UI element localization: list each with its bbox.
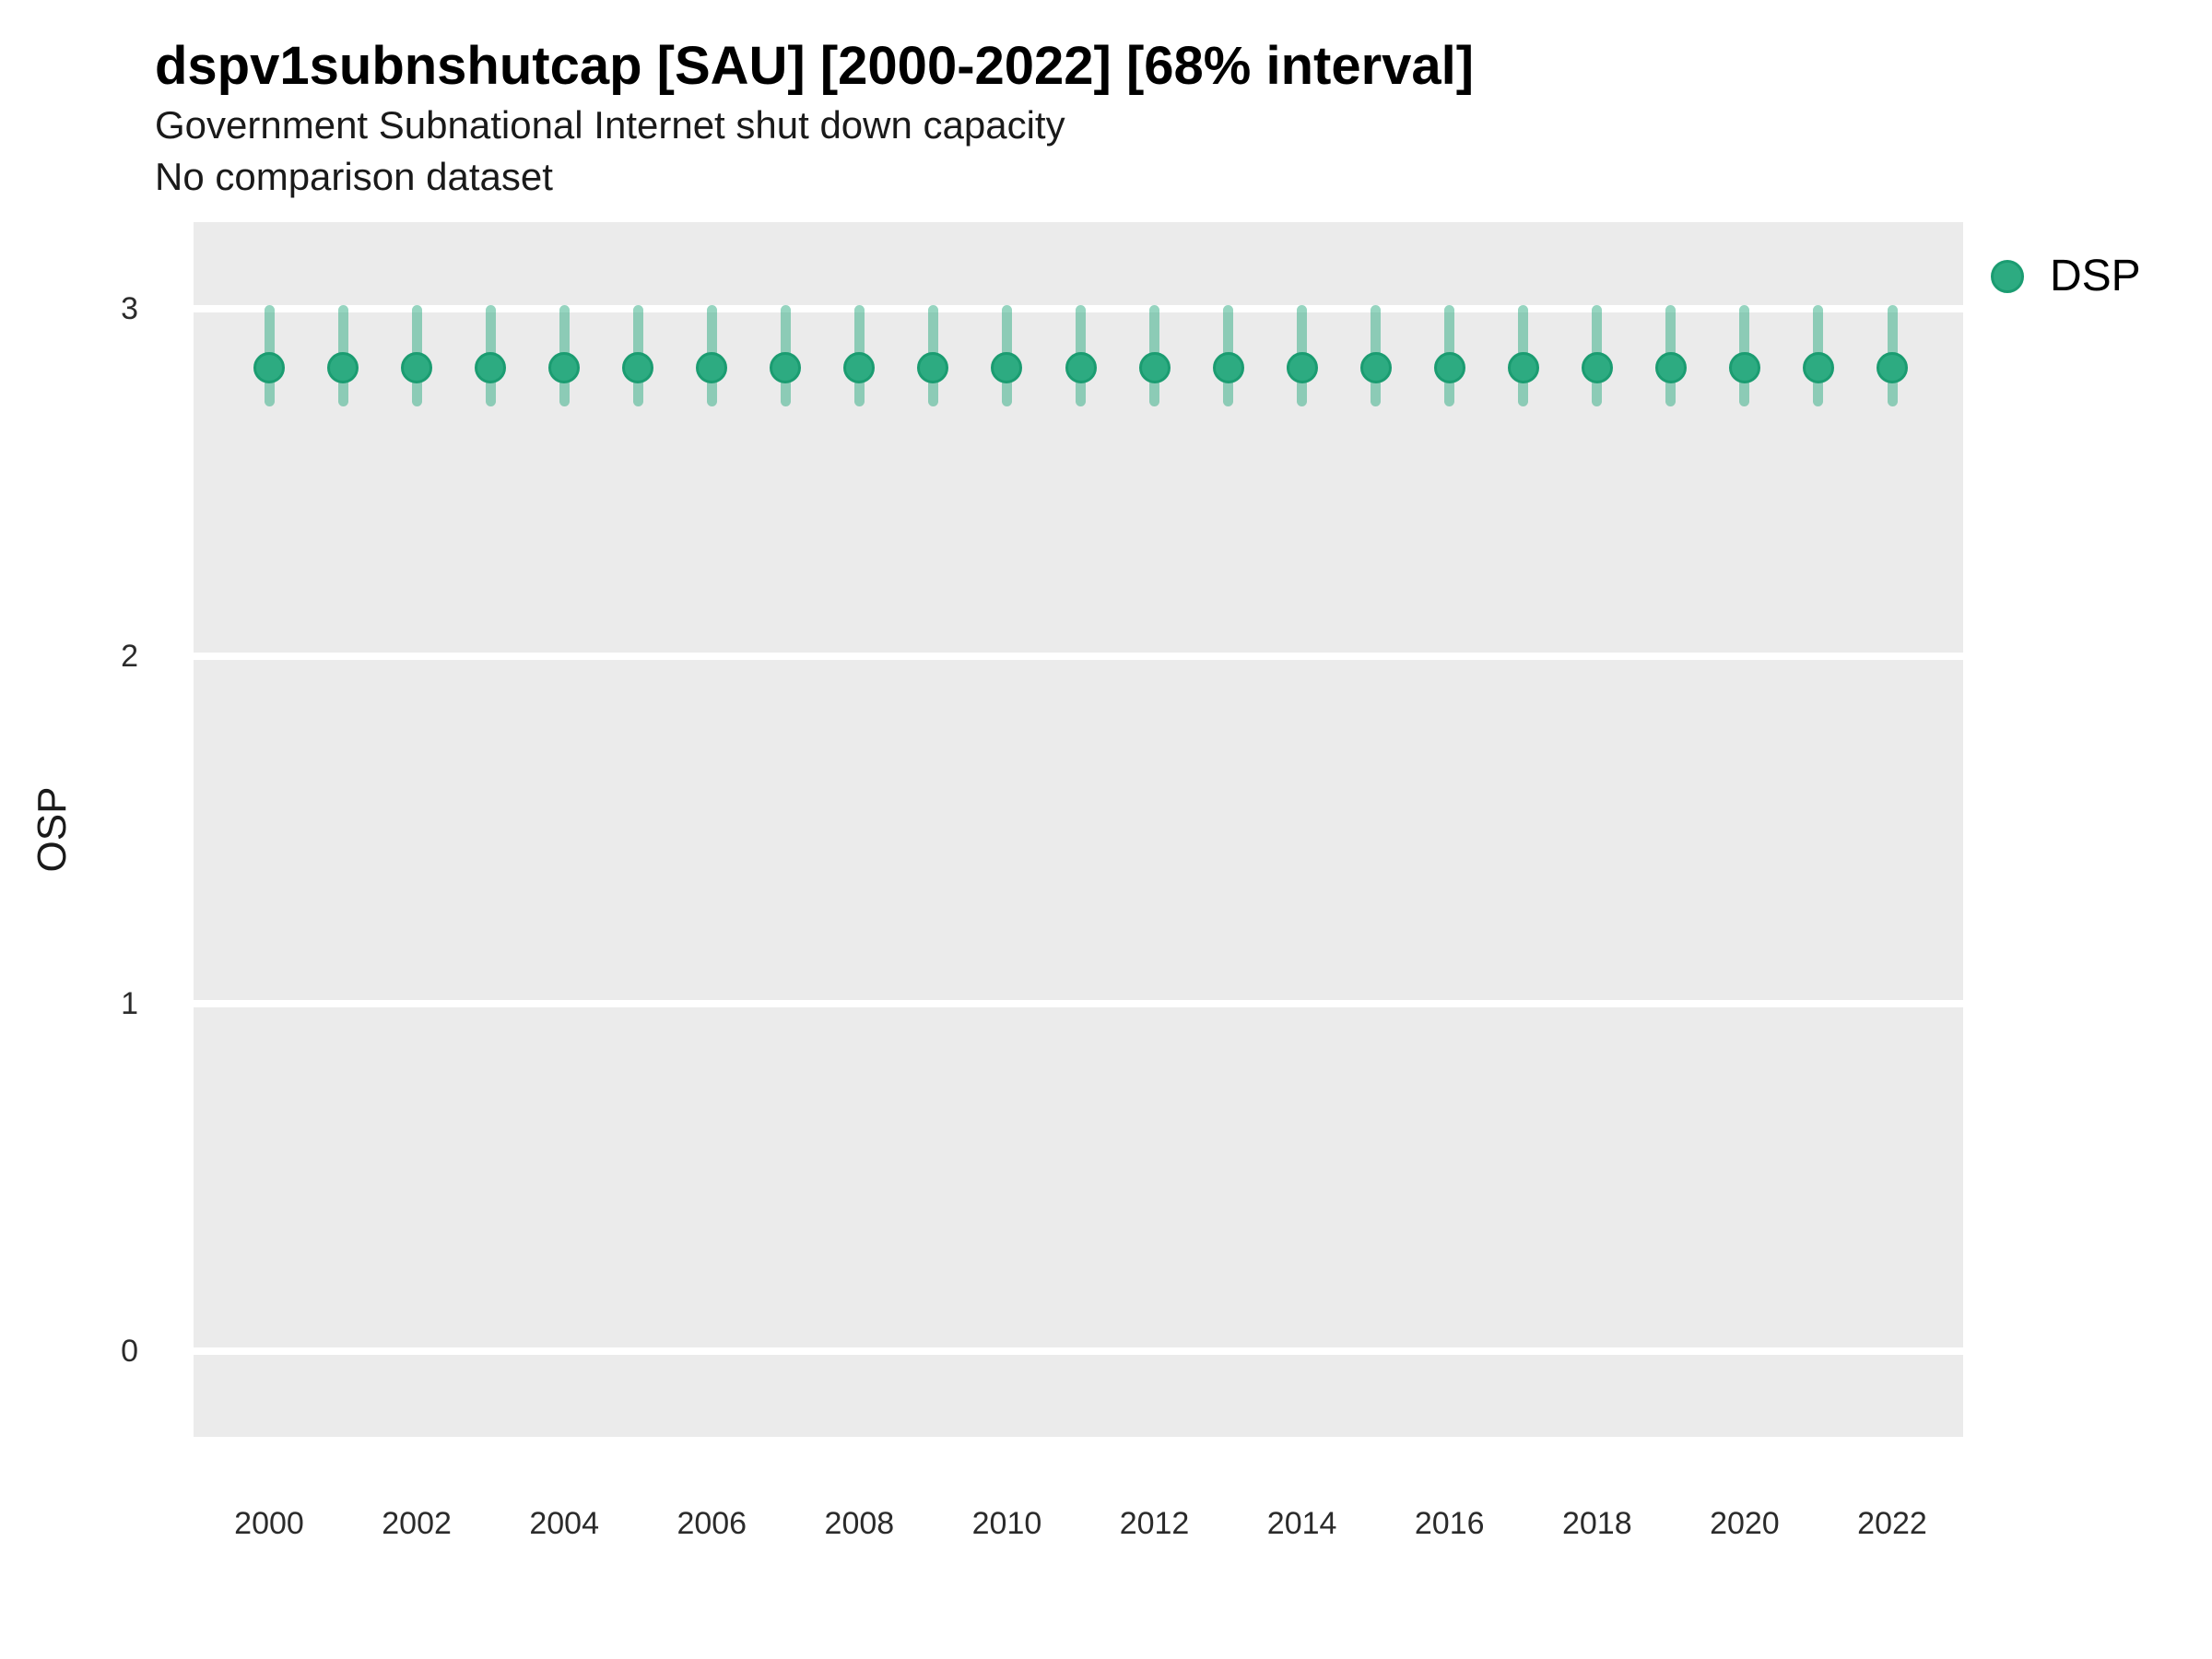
legend: DSP	[1991, 251, 2141, 302]
x-tick-label-2014: 2014	[1266, 1506, 1337, 1541]
x-tick-label-2016: 2016	[1414, 1506, 1485, 1541]
x-tick-label-2010: 2010	[971, 1506, 1042, 1541]
point-2005	[622, 352, 654, 384]
point-2021	[1802, 352, 1834, 384]
x-tick-label-2006: 2006	[677, 1506, 747, 1541]
point-2016	[1433, 352, 1465, 384]
y-tick-label-0: 0	[121, 1334, 138, 1369]
point-2014	[1286, 352, 1318, 384]
gridline-y-2	[194, 653, 1963, 660]
point-2022	[1877, 352, 1908, 384]
x-tick-label-2004: 2004	[529, 1506, 599, 1541]
point-2003	[475, 352, 507, 384]
legend-label: DSP	[2050, 252, 2141, 300]
x-tick-label-2012: 2012	[1119, 1506, 1190, 1541]
point-2002	[401, 352, 433, 384]
chart-subtitle-line2: No comparison dataset	[155, 155, 553, 198]
point-2000	[253, 352, 285, 384]
point-2008	[843, 352, 876, 384]
plot-panel	[194, 222, 1963, 1437]
x-tick-label-2000: 2000	[234, 1506, 304, 1541]
point-2010	[991, 352, 1023, 384]
chart-title: dspv1subnshutcap [SAU] [2000-2022] [68% …	[155, 36, 1475, 96]
point-2020	[1728, 352, 1760, 384]
y-tick-label-2: 2	[121, 639, 138, 674]
point-2007	[770, 352, 802, 384]
y-tick-label-3: 3	[121, 291, 138, 326]
point-2001	[327, 352, 359, 384]
point-2015	[1359, 352, 1392, 384]
x-tick-label-2008: 2008	[824, 1506, 895, 1541]
point-2018	[1581, 352, 1613, 384]
point-2009	[917, 352, 949, 384]
x-tick-label-2020: 2020	[1710, 1506, 1780, 1541]
y-tick-label-1: 1	[121, 986, 138, 1021]
point-2012	[1138, 352, 1171, 384]
gridline-y-0	[194, 1347, 1963, 1355]
point-2006	[696, 352, 728, 384]
point-2019	[1654, 352, 1687, 384]
point-2017	[1507, 352, 1539, 384]
x-tick-label-2022: 2022	[1857, 1506, 1927, 1541]
x-tick-label-2018: 2018	[1561, 1506, 1632, 1541]
y-axis-title: OSP	[29, 786, 75, 873]
point-2004	[548, 352, 581, 384]
x-tick-label-2002: 2002	[382, 1506, 452, 1541]
chart-subtitle-line1: Government Subnational Internet shut dow…	[155, 103, 1065, 147]
point-2013	[1212, 352, 1244, 384]
gridline-y-1	[194, 1000, 1963, 1007]
legend-point-icon	[1991, 260, 2024, 293]
point-2011	[1065, 352, 1097, 384]
